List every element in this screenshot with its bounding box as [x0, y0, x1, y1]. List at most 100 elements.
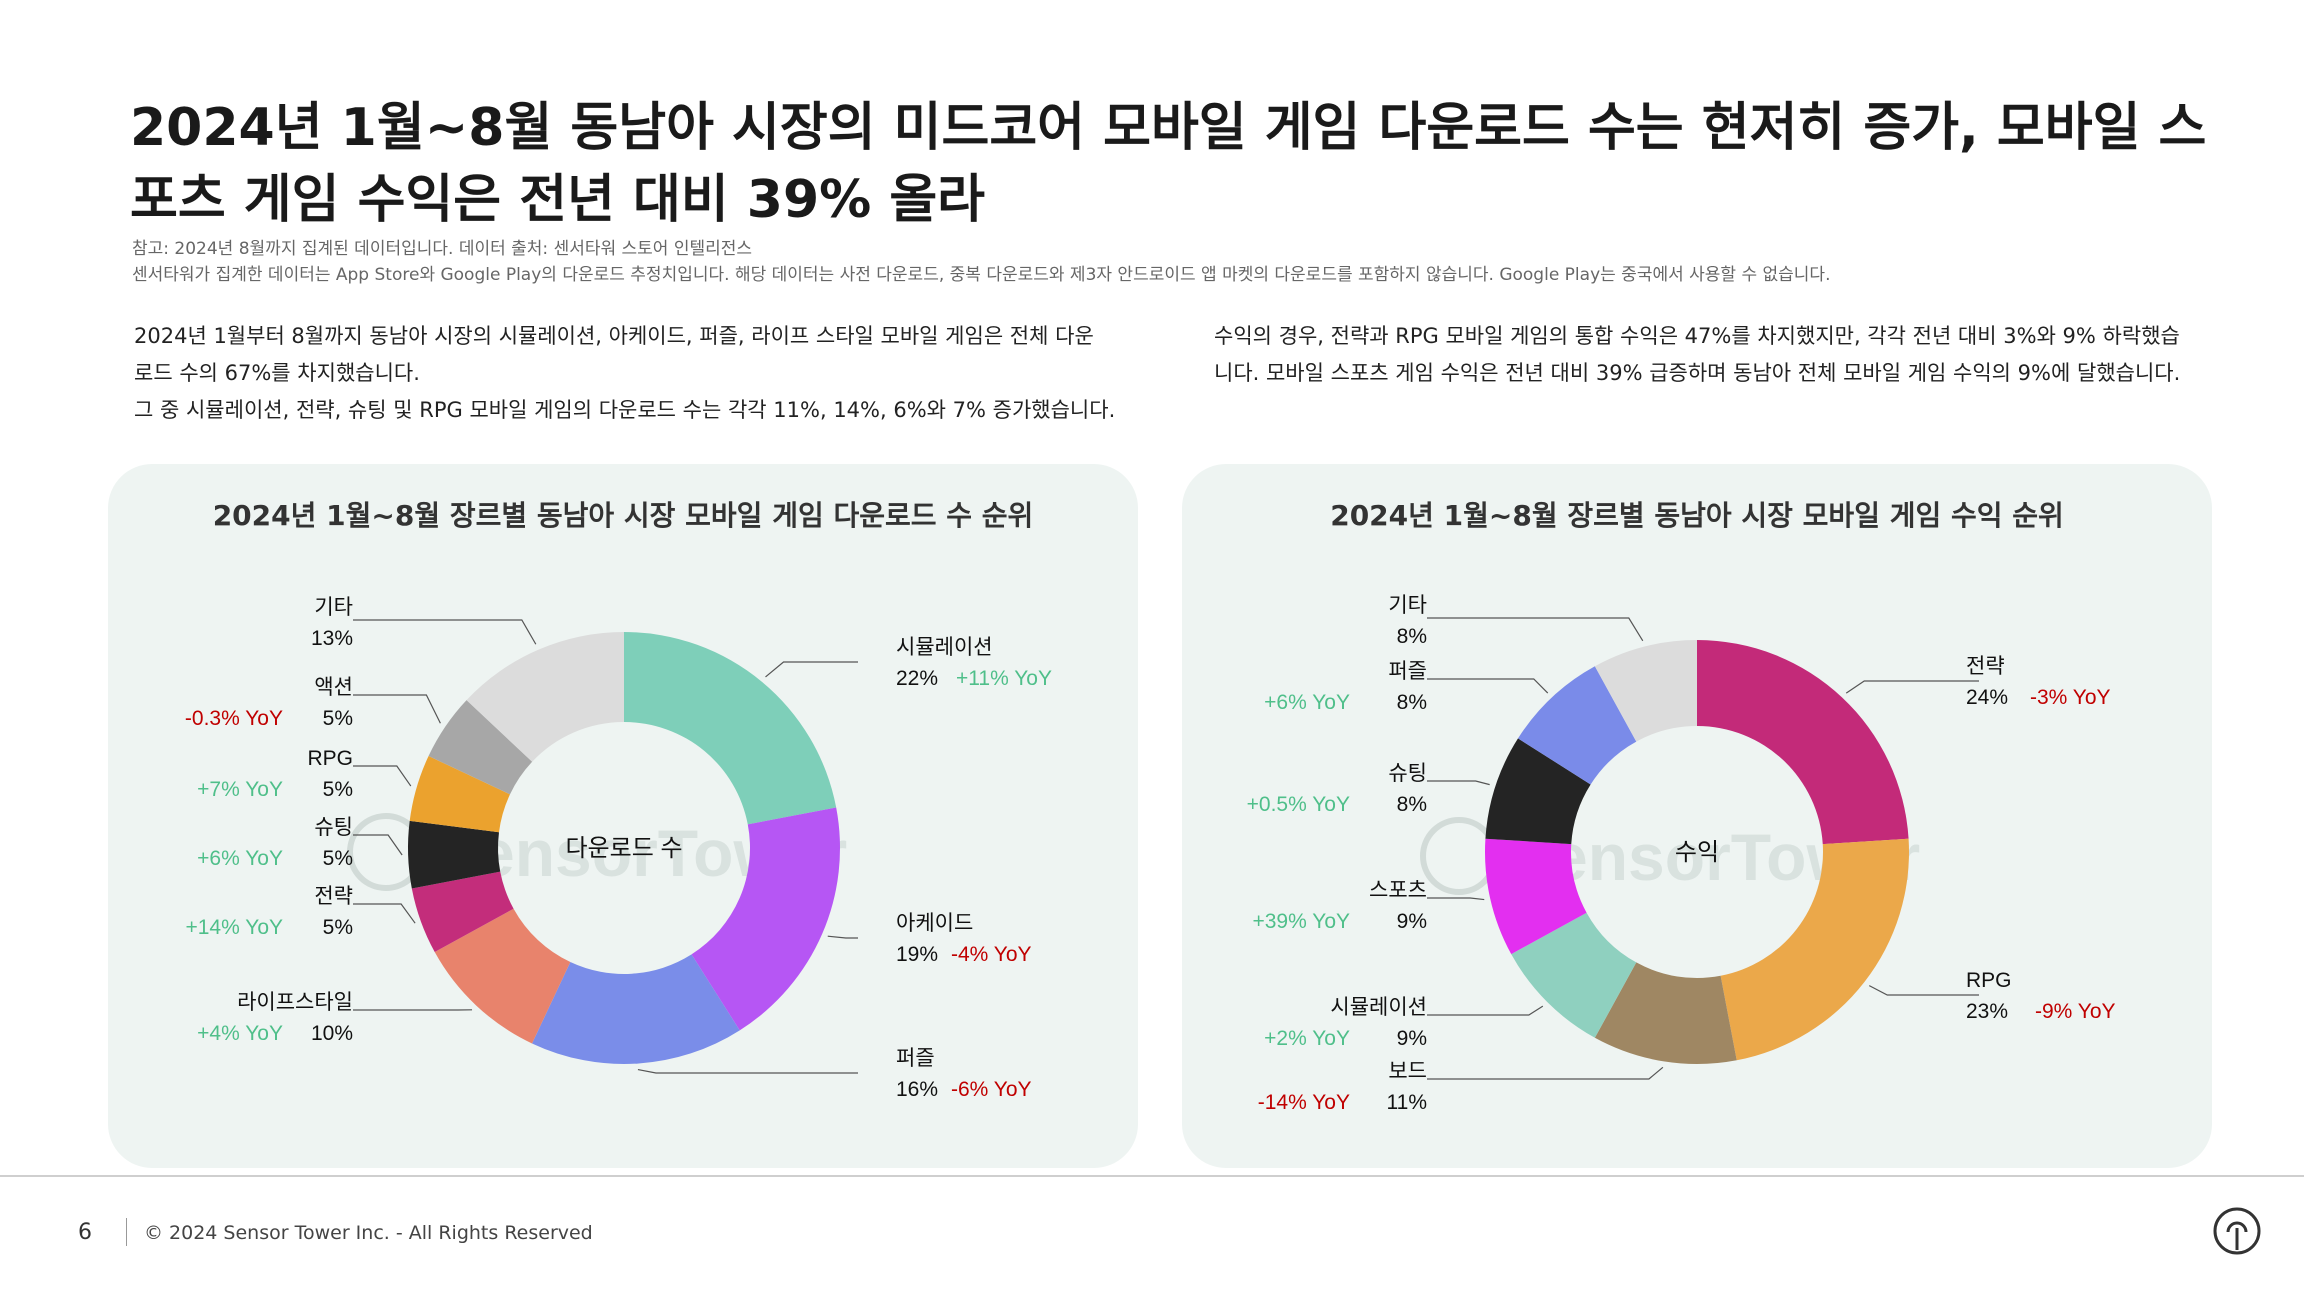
donut-slice	[466, 632, 624, 762]
slice-value-label: 5%	[323, 847, 353, 870]
downloads-description-line: 로드 수의 67%를 차지했습니다.	[134, 361, 420, 385]
slice-value-label: 23%	[1966, 1000, 2008, 1023]
footer-divider	[0, 1175, 2304, 1177]
donut-slice	[407, 820, 501, 889]
slice-value-label: 9%	[1397, 910, 1427, 933]
slice-value-label: 8%	[1397, 691, 1427, 714]
donut-slice	[624, 632, 837, 825]
revenue-description-line: 니다. 모바일 스포츠 게임 수익은 전년 대비 39% 급증하며 동남아 전체…	[1214, 361, 2181, 385]
donut-slice	[428, 700, 533, 795]
leader-line	[1427, 1066, 1664, 1080]
slice-label: 전략	[314, 885, 353, 908]
leader-line	[1427, 678, 1549, 694]
slice-yoy-label: +2% YoY	[1264, 1027, 1350, 1050]
slice-yoy-label: +0.5% YoY	[1247, 793, 1350, 816]
donut-slice	[532, 954, 740, 1064]
revenue-chart-panel: 2024년 1월~8월 장르별 동남아 시장 모바일 게임 수익 순위 Sens…	[1182, 464, 2212, 1168]
donut-slice	[1720, 838, 1909, 1061]
slice-yoy-label: +11% YoY	[956, 667, 1052, 690]
slice-label: 보드	[1388, 1060, 1427, 1083]
methodology-note: 센서타워가 집계한 데이터는 App Store와 Google Play의 다…	[132, 265, 1831, 285]
slice-label: RPG	[1966, 969, 2012, 992]
donut-slice	[411, 871, 514, 953]
leader-line	[765, 661, 858, 678]
slice-label: 기타	[1388, 594, 1427, 617]
slice-value-label: 5%	[323, 778, 353, 801]
leader-line	[1868, 985, 1979, 996]
leader-line	[353, 765, 412, 787]
sensortower-logo-icon	[2213, 1207, 2261, 1255]
page-title: 2024년 1월~8월 동남아 시장의 미드코어 모바일 게임 다운로드 수는 …	[130, 98, 2207, 230]
revenue-chart-title: 2024년 1월~8월 장르별 동남아 시장 모바일 게임 수익 순위	[1330, 499, 2064, 532]
copyright-text: © 2024 Sensor Tower Inc. - All Rights Re…	[144, 1222, 593, 1244]
leader-line	[1427, 1005, 1544, 1016]
slice-label: 시뮬레이션	[1330, 996, 1427, 1019]
leader-line	[1427, 897, 1485, 901]
slice-label: 스포츠	[1369, 879, 1427, 902]
downloads-chart-title: 2024년 1월~8월 장르별 동남아 시장 모바일 게임 다운로드 수 순위	[212, 499, 1034, 532]
slice-value-label: 10%	[311, 1022, 353, 1045]
slice-value-label: 24%	[1966, 686, 2008, 709]
slice-yoy-label: -6% YoY	[951, 1078, 1032, 1101]
downloads-description-line: 2024년 1월부터 8월까지 동남아 시장의 시뮬레이션, 아케이드, 퍼즐,…	[134, 324, 1094, 348]
slice-value-label: 5%	[323, 707, 353, 730]
donut-slice	[1511, 912, 1637, 1038]
leader-line	[353, 694, 441, 724]
slice-value-label: 22%	[896, 667, 938, 690]
slice-yoy-label: -9% YoY	[2035, 1000, 2116, 1023]
donut-slice	[434, 908, 571, 1044]
page-number: 6	[78, 1220, 92, 1245]
footer-separator	[126, 1218, 127, 1246]
donut-slice	[1594, 640, 1697, 742]
downloads-description-line: 그 중 시뮬레이션, 전략, 슈팅 및 RPG 모바일 게임의 다운로드 수는 …	[134, 398, 1116, 422]
slice-yoy-label: +39% YoY	[1252, 910, 1350, 933]
slice-label: 아케이드	[896, 912, 973, 935]
revenue-description-line: 수익의 경우, 전략과 RPG 모바일 게임의 통합 수익은 47%를 차지했지…	[1214, 324, 2180, 348]
donut-slice	[1594, 962, 1737, 1064]
leader-line	[353, 834, 403, 856]
donut-center-label: 수익	[1675, 839, 1719, 866]
slice-label: 퍼즐	[896, 1047, 935, 1070]
slice-yoy-label: +7% YoY	[197, 778, 283, 801]
slice-label: 전략	[1966, 655, 2005, 678]
slice-yoy-label: -14% YoY	[1258, 1091, 1350, 1114]
slice-label: 슈팅	[1388, 762, 1427, 785]
slice-value-label: 9%	[1397, 1027, 1427, 1050]
slice-label: 시뮬레이션	[896, 636, 993, 659]
slice-value-label: 16%	[896, 1078, 938, 1101]
slice-yoy-label: +14% YoY	[185, 916, 283, 939]
downloads-description: 2024년 1월부터 8월까지 동남아 시장의 시뮬레이션, 아케이드, 퍼즐,…	[134, 318, 1154, 429]
slice-yoy-label: +6% YoY	[197, 847, 283, 870]
leader-line	[1427, 780, 1490, 786]
donut-slice	[409, 756, 510, 833]
data-source-note: 참고: 2024년 8월까지 집계된 데이터입니다. 데이터 출처: 센서타워 …	[132, 239, 753, 259]
slice-value-label: 8%	[1397, 793, 1427, 816]
donut-slice	[1485, 738, 1591, 845]
donut-slice	[1518, 666, 1637, 785]
slice-label: 기타	[314, 596, 353, 619]
leader-line	[353, 903, 416, 924]
slice-yoy-label: +6% YoY	[1264, 691, 1350, 714]
leader-line	[353, 619, 537, 645]
revenue-description: 수익의 경우, 전략과 RPG 모바일 게임의 통합 수익은 47%를 차지했지…	[1214, 318, 2214, 392]
donut-slice	[1697, 640, 1909, 845]
donut-slice	[691, 807, 840, 1031]
slice-yoy-label: -0.3% YoY	[185, 707, 283, 730]
donut-center-label: 다운로드 수	[565, 835, 682, 862]
slice-label: 액션	[314, 676, 353, 699]
slice-label: 퍼즐	[1388, 660, 1427, 683]
leader-line	[827, 935, 858, 939]
donut-slice	[1485, 838, 1587, 955]
slice-label: 슈팅	[314, 816, 353, 839]
slice-yoy-label: -3% YoY	[2030, 686, 2111, 709]
slice-value-label: 11%	[1387, 1091, 1427, 1114]
slice-yoy-label: +4% YoY	[197, 1022, 283, 1045]
slice-value-label: 5%	[323, 916, 353, 939]
slice-label: 라이프스타일	[237, 991, 353, 1014]
watermark-logo-icon	[1420, 817, 1498, 895]
leader-line	[1845, 680, 1979, 694]
slice-value-label: 13%	[311, 627, 353, 650]
slice-value-label: 19%	[896, 943, 938, 966]
